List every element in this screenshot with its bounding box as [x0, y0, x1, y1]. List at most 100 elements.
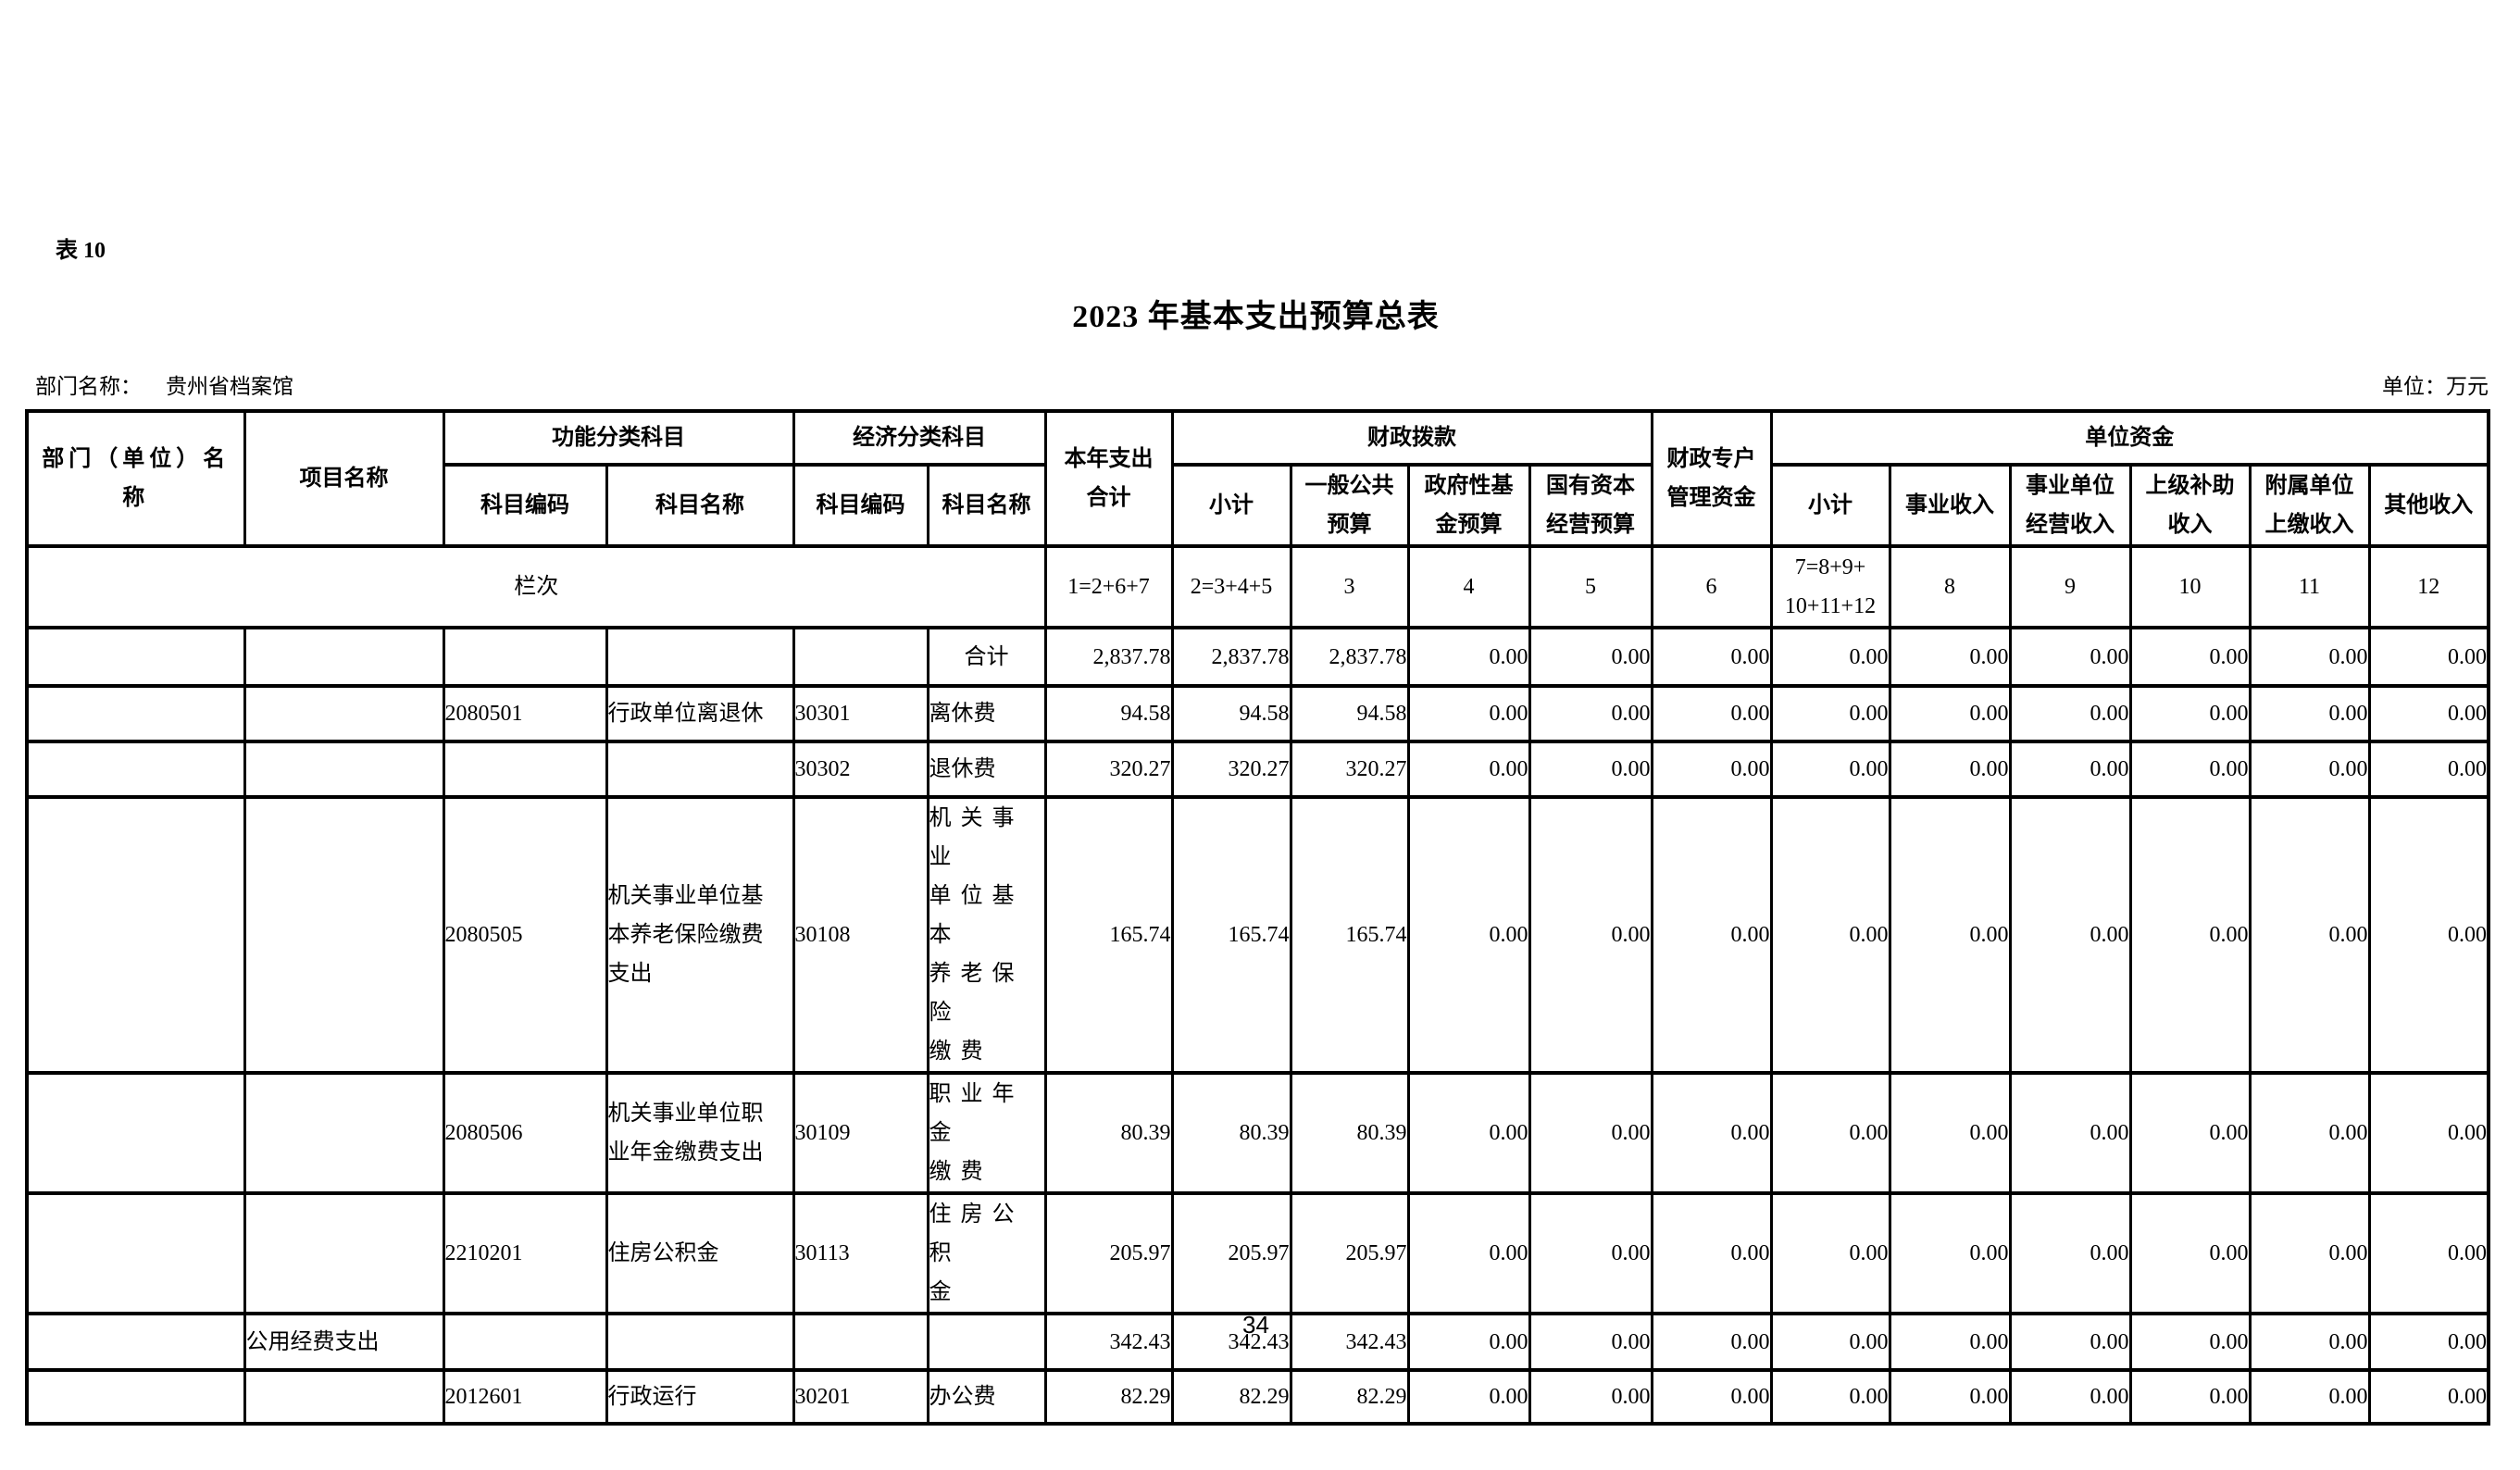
header-code-economic: 科目编码 [792, 463, 929, 548]
table-cell [25, 740, 246, 799]
table-cell: 0.00 [2128, 626, 2252, 688]
table-cell [792, 626, 929, 688]
department-label: 部门名称： [35, 375, 142, 398]
index-cell: 11 [2248, 544, 2371, 629]
table-cell: 165.74 [1289, 795, 1410, 1075]
table-cell: 165.74 [1043, 795, 1174, 1075]
table-cell [25, 626, 246, 688]
table-cell [25, 1312, 246, 1372]
table-cell [25, 1071, 246, 1195]
table-cell: 0.00 [1528, 795, 1653, 1075]
table-cell: 0.00 [2128, 740, 2252, 799]
table-cell: 0.00 [1406, 684, 1531, 743]
table-cell [442, 626, 608, 688]
table-cell: 0.00 [1650, 1071, 1773, 1195]
index-row-label: 栏次 [25, 544, 1047, 629]
table-cell: 0.00 [1406, 1191, 1531, 1315]
table-cell: 30201 [792, 1368, 929, 1426]
header-department: 部门（单位）名称 [25, 409, 246, 548]
table-cell [926, 1312, 1047, 1372]
index-cell: 3 [1289, 544, 1410, 629]
table-cell: 0.00 [2248, 1071, 2371, 1195]
table-cell: 0.00 [1650, 740, 1773, 799]
table-cell: 0.00 [1650, 795, 1773, 1075]
table-cell: 行政单位离退休 [605, 684, 795, 743]
table-row: 2080506 机关事业单位职 业年金缴费支出 30109 职业年金 缴费 80.39 8… [25, 1071, 2490, 1195]
table-cell: 0.00 [2367, 740, 2490, 799]
table-cell: 机关事业 单位基本 养老保险 缴费 [926, 795, 1047, 1075]
table-cell: 0.00 [1888, 1071, 2012, 1195]
header-unit-business-operating-income: 事业单位 经营收入 [2008, 463, 2132, 548]
table-cell: 0.00 [1406, 1368, 1531, 1426]
table-cell: 0.00 [1888, 740, 2012, 799]
table-cell: 0.00 [1769, 795, 1891, 1075]
table-cell: 94.58 [1170, 684, 1292, 743]
table-cell [25, 795, 246, 1075]
table-cell: 机关事业单位基 本养老保险缴费 支出 [605, 795, 795, 1075]
table-cell: 0.00 [2367, 1071, 2490, 1195]
table-cell: 0.00 [1650, 626, 1773, 688]
index-cell: 7=8+9+ 10+11+12 [1769, 544, 1891, 629]
index-cell: 8 [1888, 544, 2012, 629]
table-cell: 2,837.78 [1289, 626, 1410, 688]
header-fiscal-general-budget: 一般公共 预算 [1289, 463, 1410, 548]
table-cell [243, 626, 445, 688]
table-cell: 0.00 [1769, 1368, 1891, 1426]
table-cell [25, 1368, 246, 1426]
table-cell: 0.00 [1406, 795, 1531, 1075]
page-title: 2023 年基本支出预算总表 [1072, 300, 1440, 334]
index-cell: 1=2+6+7 [1043, 544, 1174, 629]
table-cell: 0.00 [1406, 626, 1531, 688]
table-cell: 30302 [792, 740, 929, 799]
table-cell: 0.00 [2128, 684, 2252, 743]
table-cell: 30301 [792, 684, 929, 743]
table-cell: 0.00 [2008, 740, 2132, 799]
meta-row: 部门名称： 贵州省档案馆 单位：万元 [35, 368, 2489, 400]
table-cell [25, 1191, 246, 1315]
header-project: 项目名称 [243, 409, 445, 548]
table-cell: 0.00 [2248, 1312, 2371, 1372]
table-cell [243, 1368, 445, 1426]
table-cell: 0.00 [1769, 1071, 1891, 1195]
header-group-unit-funds: 单位资金 [1769, 409, 2490, 467]
table-cell: 0.00 [1769, 626, 1891, 688]
table-cell: 0.00 [2008, 795, 2132, 1075]
header-group-economic: 经济分类科目 [792, 409, 1047, 467]
table-cell: 30108 [792, 795, 929, 1075]
table-cell: 0.00 [2248, 1368, 2371, 1426]
table-cell: 0.00 [2367, 626, 2490, 688]
header-unit-other-income: 其他收入 [2367, 463, 2490, 548]
table-cell: 0.00 [1650, 684, 1773, 743]
table-cell: 0.00 [2008, 684, 2132, 743]
table-cell: 住房公积 金 [926, 1191, 1047, 1315]
table-cell [605, 740, 795, 799]
table-cell: 30113 [792, 1191, 929, 1315]
table-cell: 205.97 [1170, 1191, 1292, 1315]
table-cell: 205.97 [1289, 1191, 1410, 1315]
table-cell: 0.00 [2008, 1312, 2132, 1372]
table-cell: 0.00 [1650, 1368, 1773, 1426]
table-cell: 办公费 [926, 1368, 1047, 1426]
table-cell: 0.00 [1769, 1312, 1891, 1372]
table-cell: 行政运行 [605, 1368, 795, 1426]
table-cell: 0.00 [2248, 1191, 2371, 1315]
table-cell: 82.29 [1043, 1368, 1174, 1426]
table-cell: 94.58 [1289, 684, 1410, 743]
table-cell: 离休费 [926, 684, 1047, 743]
table-cell: 0.00 [2128, 1071, 2252, 1195]
table-cell: 0.00 [2128, 795, 2252, 1075]
table-cell: 0.00 [1528, 1191, 1653, 1315]
page-number: 34 [1242, 1311, 1269, 1339]
header-fiscal-subtotal: 小计 [1170, 463, 1292, 548]
table-cell [243, 1071, 445, 1195]
index-cell: 12 [2367, 544, 2490, 629]
index-cell: 9 [2008, 544, 2132, 629]
table-cell: 2,837.78 [1170, 626, 1292, 688]
table-cell: 342.43 [1289, 1312, 1410, 1372]
table-cell [792, 1312, 929, 1372]
header-group-functional: 功能分类科目 [442, 409, 795, 467]
table-row: 公用经费支出 342.43 342.43 342.43 0.00 0.00 0.00 0.00… [25, 1312, 2490, 1372]
table-cell: 0.00 [2367, 684, 2490, 743]
table-cell: 0.00 [1406, 1071, 1531, 1195]
header-name-functional: 科目名称 [605, 463, 795, 548]
